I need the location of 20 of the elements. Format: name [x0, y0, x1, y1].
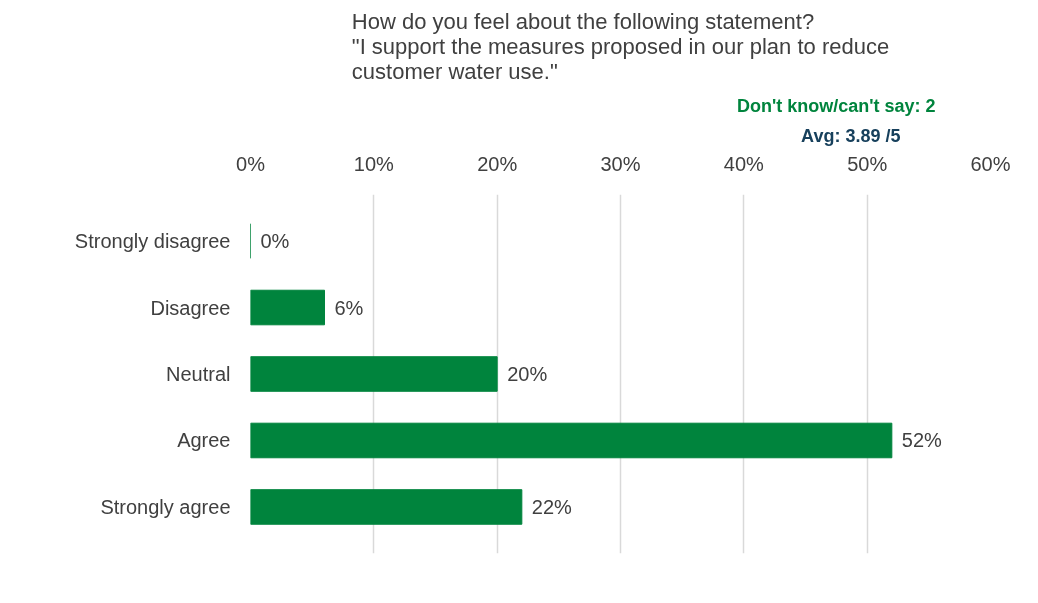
y-tick-label: Agree [177, 429, 231, 452]
data-label: 52% [901, 429, 943, 452]
x-tick-label: 0% [236, 152, 266, 175]
y-tick-label: Disagree [150, 296, 231, 319]
x-tick-label: 10% [353, 152, 395, 175]
chart-title: How do you feel about the following statement? "I support the measures proposed in our plan to reduce customer water use." [351, 8, 890, 84]
y-tick-label: Strongly disagree [74, 230, 231, 253]
data-label: 20% [507, 363, 548, 385]
data-label: 22% [531, 495, 573, 518]
x-tick-label: 50% [847, 152, 888, 175]
x-tick-label: 30% [600, 152, 641, 175]
data-label: 6% [334, 296, 364, 319]
x-tick-label: 20% [477, 152, 518, 175]
x-tick-label: 40% [723, 152, 765, 175]
data-label: 0% [260, 230, 290, 253]
text: Avg: 3.89 /5 [801, 125, 901, 146]
text: Don't know/can't say: 2 [736, 95, 936, 116]
y-tick-label: Strongly agree [100, 495, 231, 518]
x-tick-label: 60% [970, 152, 1011, 175]
y-tick-label: Neutral [166, 363, 231, 385]
